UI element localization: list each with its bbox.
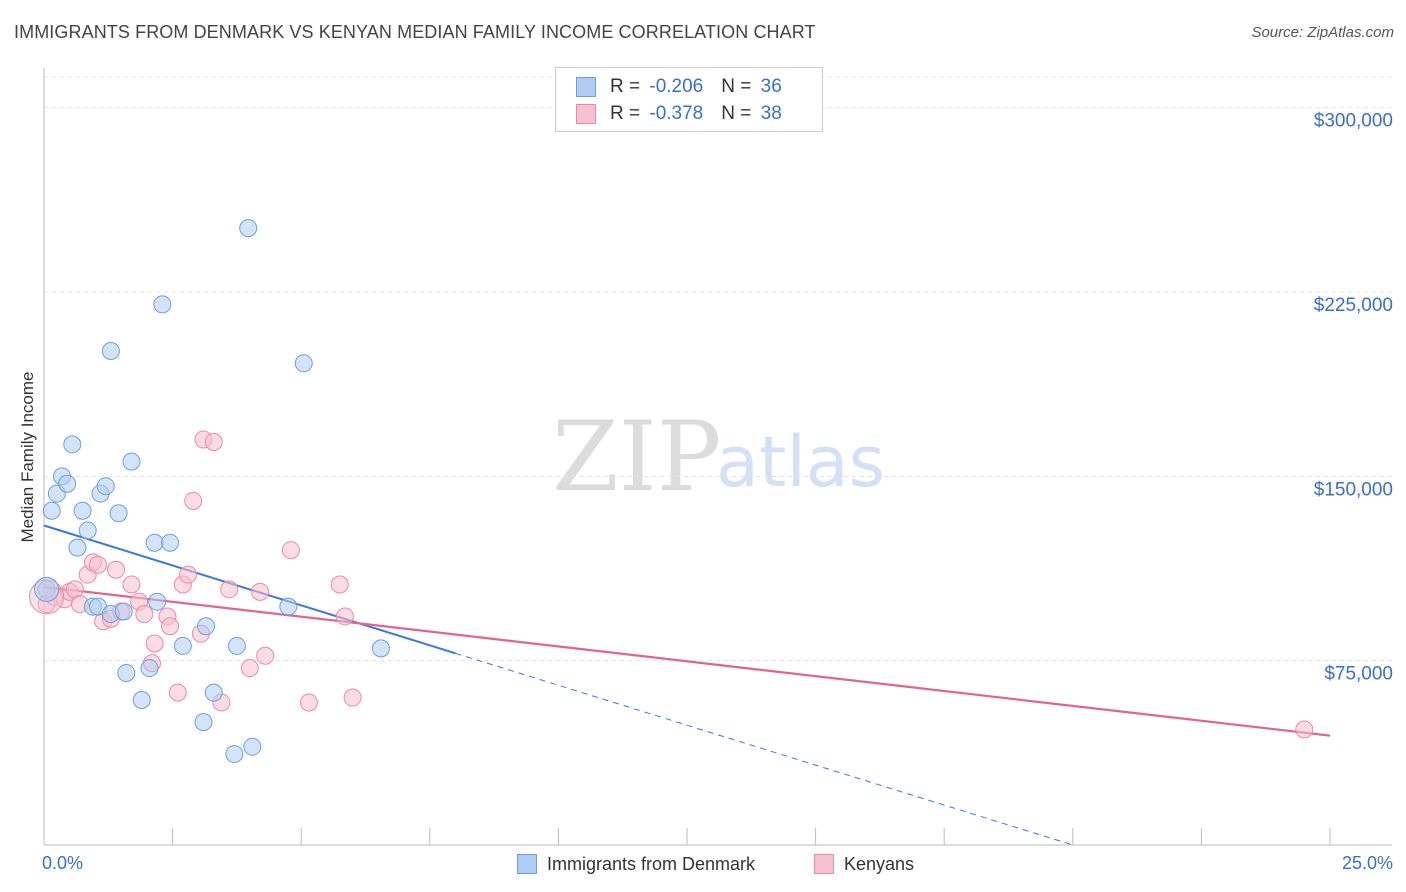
point-denmark: [145, 533, 164, 552]
point-denmark: [161, 533, 180, 552]
point-kenyan: [281, 541, 300, 560]
point-denmark: [239, 219, 258, 238]
watermark-atlas: atlas: [716, 421, 885, 503]
point-denmark: [132, 691, 151, 710]
point-kenyan: [179, 565, 198, 584]
source-note: Source: ZipAtlas.com: [1251, 24, 1394, 41]
legend-n-value-kenyan: 38: [760, 103, 782, 124]
point-kenyan: [299, 693, 318, 712]
legend-swatch-denmark: [576, 77, 596, 97]
trend-line-denmark: [43, 524, 456, 655]
point-kenyan: [330, 575, 349, 594]
bottom-legend-kenyan[interactable]: Kenyans: [814, 852, 914, 876]
trend-line-kenyan: [43, 585, 1331, 737]
point-denmark: [109, 504, 128, 523]
point-kenyan: [135, 604, 154, 623]
y-tick-label: $75,000: [1324, 664, 1393, 685]
point-denmark: [114, 602, 133, 621]
point-kenyan: [107, 560, 126, 579]
bottom-legend-label-denmark: Immigrants from Denmark: [547, 853, 756, 874]
point-denmark: [294, 354, 313, 373]
point-kenyan: [145, 634, 164, 653]
point-denmark: [101, 342, 120, 361]
point-denmark: [225, 745, 244, 764]
point-denmark: [78, 521, 97, 540]
point-kenyan: [335, 607, 354, 626]
y-tick-label: $300,000: [1314, 111, 1393, 132]
data-points: [29, 219, 1314, 764]
point-kenyan: [1295, 720, 1314, 739]
legend-r-label: R =: [610, 76, 646, 97]
point-denmark: [122, 452, 141, 471]
tick-labels: $75,000 $150,000 $225,000 $300,000 0.0% 25.0%: [42, 111, 1393, 873]
point-kenyan: [256, 646, 275, 665]
legend-swatch-denmark: [517, 854, 537, 874]
point-kenyan: [204, 432, 223, 451]
legend-n-value-denmark: 36: [760, 76, 782, 97]
legend-n-label: N =: [721, 103, 757, 124]
point-denmark: [58, 474, 77, 493]
legend-swatch-kenyan: [814, 854, 834, 874]
point-denmark: [173, 636, 192, 655]
point-denmark: [148, 592, 167, 611]
point-denmark: [197, 617, 216, 636]
point-kenyan: [184, 491, 203, 510]
point-kenyan: [89, 555, 108, 574]
watermark-zip: ZIP: [552, 401, 721, 513]
point-denmark: [227, 636, 246, 655]
point-denmark: [204, 683, 223, 702]
point-kenyan: [251, 582, 270, 601]
y-tick-label: $150,000: [1314, 479, 1393, 500]
legend-r-value-denmark: -0.206: [649, 76, 704, 97]
trend-line-denmark-extension: [455, 652, 1073, 846]
legend-n-label: N =: [721, 76, 757, 97]
point-denmark: [279, 597, 298, 616]
x-tick-label: 0.0%: [42, 853, 83, 873]
point-denmark: [194, 713, 213, 732]
watermark: ZIP atlas: [552, 401, 885, 513]
point-denmark: [96, 477, 115, 496]
bottom-legend-label-kenyan: Kenyans: [844, 853, 915, 874]
point-denmark: [371, 639, 390, 658]
point-denmark: [117, 663, 136, 682]
point-denmark: [68, 538, 87, 557]
bottom-legend-denmark[interactable]: Immigrants from Denmark: [517, 852, 755, 876]
point-denmark-cluster: [34, 576, 60, 602]
point-denmark: [73, 501, 92, 520]
point-kenyan: [168, 683, 187, 702]
gridlines: [44, 76, 1392, 662]
chart-title: IMMIGRANTS FROM DENMARK VS KENYAN MEDIAN…: [14, 22, 816, 42]
point-kenyan: [122, 575, 141, 594]
point-kenyan: [220, 580, 239, 599]
point-kenyan: [161, 617, 180, 636]
stats-legend: R = -0.206 N = 36 R = -0.378 N = 38: [555, 67, 823, 132]
point-denmark: [42, 501, 61, 520]
x-tick-label: 25.0%: [1342, 853, 1393, 873]
legend-r-label: R =: [610, 103, 646, 124]
point-denmark: [63, 435, 82, 454]
point-kenyan: [240, 659, 259, 678]
y-tick-label: $225,000: [1314, 295, 1393, 316]
point-denmark: [153, 295, 172, 314]
legend-row-denmark: R = -0.206 N = 36: [576, 75, 782, 99]
legend-r-value-kenyan: -0.378: [649, 103, 704, 124]
point-kenyan: [343, 688, 362, 707]
legend-swatch-kenyan: [576, 104, 596, 124]
axes: [43, 68, 1392, 846]
trend-lines: [43, 524, 1331, 846]
point-denmark: [243, 737, 262, 756]
point-denmark: [140, 659, 159, 678]
legend-row-kenyan: R = -0.378 N = 38: [576, 102, 782, 126]
